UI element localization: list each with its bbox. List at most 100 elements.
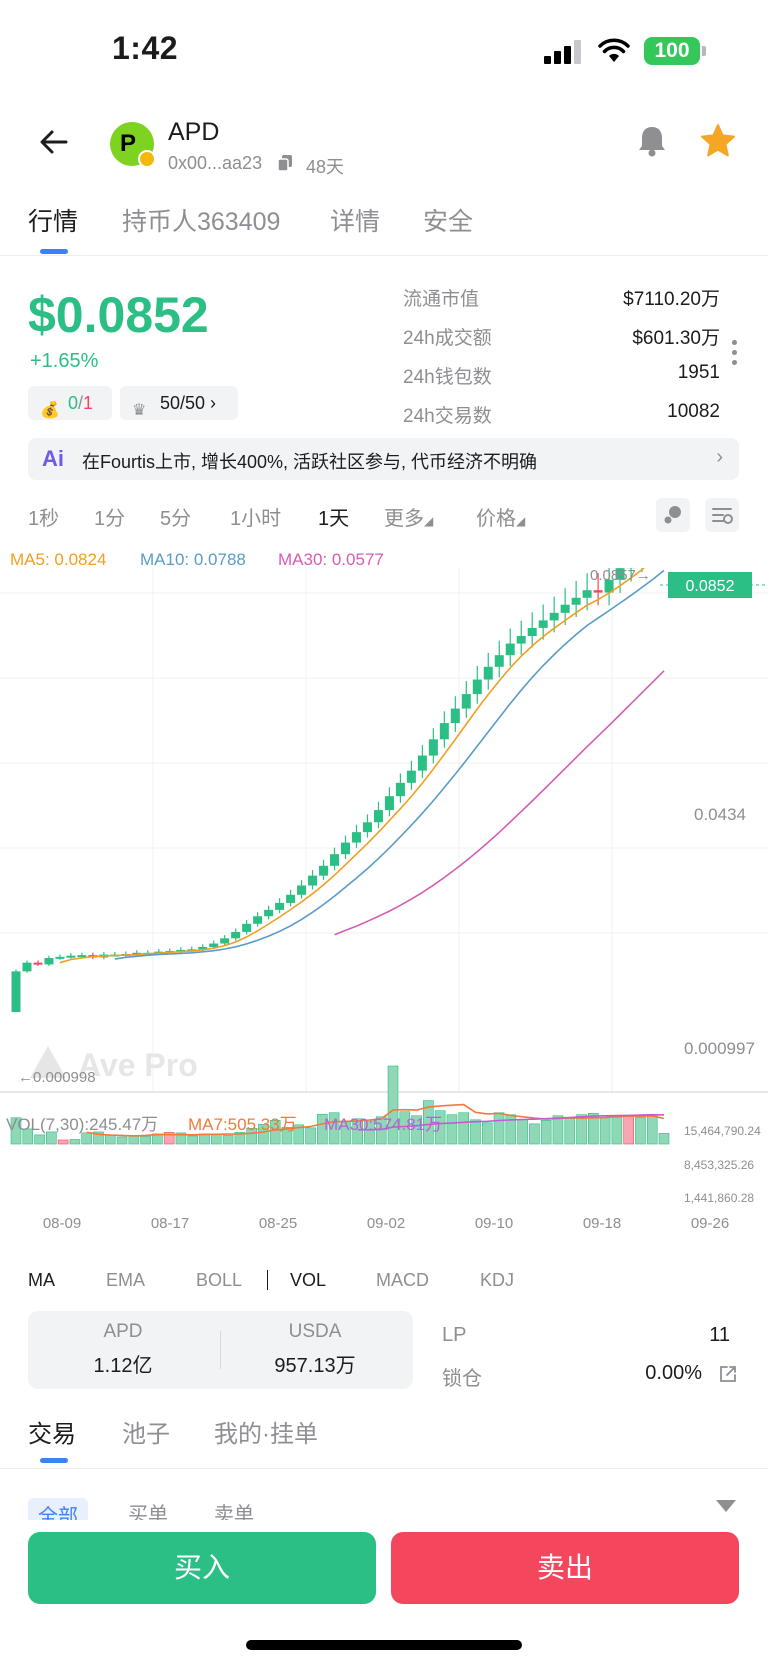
timeframe-1m[interactable]: 1分 (94, 508, 126, 530)
candle (340, 842, 350, 855)
lock-label: 锁仓 (442, 1368, 482, 1390)
volume-bar (128, 1135, 140, 1145)
candle (66, 955, 76, 958)
chart-settings-button[interactable] (705, 498, 739, 532)
price-chart[interactable]: Ave Pro 0.0857→ 0.0852 0.0434 0.000997 ←… (0, 568, 768, 1240)
vol-axis-label-mid: 8,453,325.26 (684, 1158, 754, 1172)
volume-bar (623, 1115, 634, 1145)
candle (538, 620, 548, 628)
volume-bar (646, 1114, 658, 1145)
tab-market[interactable]: 行情 (28, 208, 79, 236)
candle (275, 902, 285, 910)
settings-sliders-icon (712, 508, 733, 524)
ai-summary-text: 在Fourtis上市, 增长400%, 活跃社区参与, 代币经济不明确 (82, 452, 538, 472)
volume-bar (46, 1131, 57, 1145)
candle (593, 590, 603, 593)
candle (55, 956, 65, 959)
bell-icon[interactable] (636, 124, 668, 158)
pool-divider (220, 1331, 221, 1369)
candle (362, 822, 372, 833)
buy-button[interactable]: 买入 (28, 1532, 376, 1604)
pool-token-b-label: USDA (288, 1321, 342, 1342)
pool-token-a: APD 1.12亿 (28, 1321, 218, 1378)
vol-ma7-legend: MA7:505.33万 (188, 1115, 297, 1134)
candle (209, 943, 219, 948)
volume-bar (470, 1119, 481, 1145)
timeframe-more[interactable]: 更多◢ (384, 502, 433, 531)
candle (373, 810, 383, 823)
volume-bar (434, 1110, 446, 1145)
volume-bars (10, 1065, 670, 1145)
volume-bar (599, 1117, 611, 1145)
stat-value-mcap: $7110.20万 (623, 289, 720, 310)
x-axis-label: 09-26 (691, 1215, 729, 1232)
timeframe-5m[interactable]: 5分 (160, 508, 192, 530)
ma30-line (334, 670, 665, 936)
y-axis-label-mid: 0.0434 (694, 805, 746, 824)
external-link-icon[interactable] (718, 1364, 738, 1384)
token-address[interactable]: 0x00...aa23 (168, 153, 263, 173)
ai-summary-banner[interactable]: Ai 在Fourtis上市, 增长400%, 活跃社区参与, 代币经济不明确 › (28, 438, 739, 480)
vol-legend: VOL(7,30):245.47万 (6, 1115, 159, 1134)
candle (417, 755, 427, 771)
tab-details[interactable]: 详情 (330, 208, 381, 236)
token-age: 48天 (306, 157, 345, 177)
candle (308, 875, 318, 886)
dropdown-triangle-icon: ◢ (424, 514, 434, 528)
timeframe-1d[interactable]: 1天 (318, 508, 350, 530)
volume-bar (175, 1132, 187, 1145)
tab-pools[interactable]: 池子 (122, 1421, 170, 1448)
volume-bar (269, 1119, 281, 1145)
token-logo: P (110, 122, 156, 168)
candle (483, 666, 493, 680)
candle (527, 627, 537, 637)
volume-bar (352, 1118, 363, 1145)
tab-holders[interactable]: 持币人363409 (122, 208, 281, 236)
volume-bar (163, 1132, 175, 1145)
ma5-legend: MA5: 0.0824 (10, 550, 107, 569)
candle (384, 796, 394, 811)
indicator-ma[interactable]: MA (28, 1270, 55, 1290)
candle (351, 832, 361, 843)
tab-trades[interactable]: 交易 (28, 1421, 76, 1448)
tab-my-orders[interactable]: 我的·挂单 (214, 1421, 318, 1448)
indicator-ema[interactable]: EMA (106, 1270, 146, 1290)
dev-holdings-chip[interactable]: 💰 0/1 (28, 386, 112, 420)
top-holders-chip[interactable]: ♛ 50/50 › (120, 386, 238, 420)
volume-bar (258, 1124, 269, 1145)
indicator-boll[interactable]: BOLL (196, 1270, 243, 1290)
candle (286, 894, 296, 903)
candle (231, 931, 241, 939)
timeframe-1h[interactable]: 1小时 (230, 508, 282, 530)
volume-bar (611, 1116, 623, 1145)
candle (198, 947, 208, 950)
volume-bar (222, 1135, 234, 1145)
filter-icon[interactable] (716, 1500, 736, 1512)
candle (406, 770, 416, 783)
candle (132, 952, 142, 955)
volume-bar (317, 1113, 328, 1145)
pool-reserves: APD 1.12亿 USDA 957.13万 (28, 1311, 413, 1389)
volume-bar (293, 1124, 305, 1145)
timeframe-1s[interactable]: 1秒 (28, 508, 60, 530)
volume-bar (246, 1128, 257, 1145)
price-type-select[interactable]: 价格◢ (476, 502, 525, 531)
copy-icon[interactable] (278, 155, 292, 171)
lock-value: 0.00% (645, 1362, 702, 1384)
indicator-kdj[interactable]: KDJ (480, 1270, 515, 1290)
crown-icon: ♛ (132, 402, 147, 419)
volume-bar (375, 1116, 387, 1145)
indicator-vol[interactable]: VOL (290, 1270, 327, 1290)
tab-security[interactable]: 安全 (423, 208, 474, 236)
favorite-star-icon[interactable] (700, 124, 736, 158)
volume-bar (588, 1112, 599, 1145)
sell-button[interactable]: 卖出 (391, 1532, 739, 1604)
back-arrow-icon[interactable] (36, 124, 72, 160)
indicator-macd[interactable]: MACD (376, 1270, 429, 1290)
drawing-tool-button[interactable] (656, 498, 690, 532)
more-options-icon[interactable] (732, 340, 737, 370)
stat-value-volume: $601.30万 (632, 328, 720, 349)
price-change: +1.65% (30, 350, 99, 372)
volume-bar (493, 1112, 505, 1145)
timeframe-more-label: 更多 (384, 508, 424, 530)
